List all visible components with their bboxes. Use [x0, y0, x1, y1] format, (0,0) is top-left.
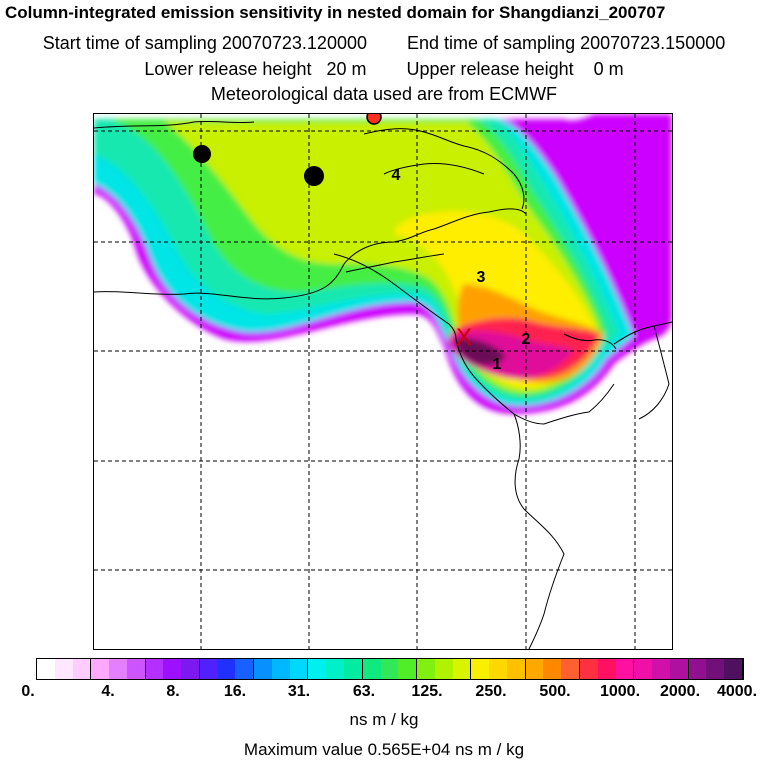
contour-darkpurple	[455, 338, 506, 366]
color-scale-swatch	[417, 659, 435, 679]
color-scale-swatch	[506, 659, 526, 679]
tick-label: 125.	[411, 683, 443, 700]
color-scale-swatch	[579, 659, 598, 679]
color-scale-swatch	[181, 659, 200, 679]
tick-label: 8.	[166, 683, 180, 700]
tick-label: 4.	[101, 683, 115, 700]
color-scale-swatch	[54, 659, 73, 679]
label-4: 4	[392, 167, 401, 184]
lat-lon-grid	[94, 114, 672, 649]
map-canvas: X 1 2 3 4	[94, 114, 672, 649]
receptor-marker	[366, 114, 382, 125]
color-scale-swatch	[652, 659, 670, 679]
color-scale-swatch	[706, 659, 725, 679]
tick-label: 250.	[475, 683, 507, 700]
color-scale-swatch	[688, 659, 707, 679]
sampling-time-line: Start time of sampling 20070723.120000 En…	[0, 33, 768, 54]
color-scale-swatch	[145, 659, 164, 679]
color-scale-swatch	[561, 659, 580, 679]
color-scale-swatch	[615, 659, 635, 679]
start-time-label: Start time of sampling 20070723.120000	[42, 33, 367, 53]
release-point-x: X	[456, 324, 472, 351]
color-scale-swatch	[271, 659, 290, 679]
color-scale-swatch	[289, 659, 309, 679]
upper-release-height-label: Upper release height 0 m	[406, 59, 624, 79]
maximum-value-label: Maximum value 0.565E+04 ns m / kg	[243, 740, 525, 759]
color-scale-swatch	[217, 659, 236, 679]
color-scale-swatch	[634, 659, 653, 679]
color-scale-swatch	[37, 659, 55, 679]
label-3: 3	[477, 269, 486, 286]
color-scale-swatch	[344, 659, 363, 679]
tick-label: 16.	[223, 683, 247, 700]
tick-label: 31.	[287, 683, 311, 700]
color-scale-swatch	[724, 659, 743, 679]
tick-label: 63.	[352, 683, 376, 700]
release-height-line: Lower release height 20 m Upper release h…	[0, 59, 768, 80]
color-scale-swatch	[326, 659, 345, 679]
color-scale-bar	[36, 658, 744, 680]
station-marker	[304, 166, 324, 186]
color-scale-swatch	[434, 659, 453, 679]
map-title: Column-integrated emission sensitivity i…	[5, 3, 666, 22]
emission-sensitivity-map: X 1 2 3 4	[93, 113, 673, 650]
color-scale-swatch	[398, 659, 418, 679]
color-scale-swatch	[72, 659, 92, 679]
color-scale-swatch	[308, 659, 327, 679]
color-scale-swatch	[543, 659, 562, 679]
station-marker	[193, 145, 211, 163]
color-scale-swatch	[525, 659, 544, 679]
color-scale-swatch	[199, 659, 218, 679]
coastlines-borders	[94, 120, 672, 649]
color-scale-swatch	[126, 659, 146, 679]
color-scale-swatch	[489, 659, 507, 679]
color-scale-swatch	[597, 659, 616, 679]
color-scale-swatch	[163, 659, 182, 679]
end-time-label: End time of sampling 20070723.150000	[407, 33, 726, 53]
color-scale-swatch	[669, 659, 689, 679]
met-data-label: Meteorological data used are from ECMWF	[210, 84, 558, 104]
color-scale-swatch	[254, 659, 272, 679]
color-scale-swatch	[235, 659, 255, 679]
color-scale-swatch	[471, 659, 490, 679]
color-scale-unit: ns m / kg	[349, 710, 419, 729]
sensitivity-field	[94, 114, 672, 414]
color-scale-swatch	[362, 659, 381, 679]
tick-label: 1000.	[599, 683, 641, 700]
label-1: 1	[493, 356, 502, 373]
color-scale-swatch	[380, 659, 399, 679]
color-scale-ticks: 0. 4. 8. 16. 31. 63. 125. 250. 500. 1000…	[0, 683, 768, 705]
color-scale-swatch	[452, 659, 472, 679]
lower-release-height-label: Lower release height 20 m	[144, 59, 367, 79]
color-scale-swatch	[109, 659, 127, 679]
tick-label: 500.	[539, 683, 571, 700]
tick-label: 0.	[21, 683, 35, 700]
label-2: 2	[522, 331, 531, 348]
color-scale-swatch	[91, 659, 110, 679]
tick-label: 4000.	[716, 683, 758, 700]
tick-label: 2000.	[659, 683, 701, 700]
